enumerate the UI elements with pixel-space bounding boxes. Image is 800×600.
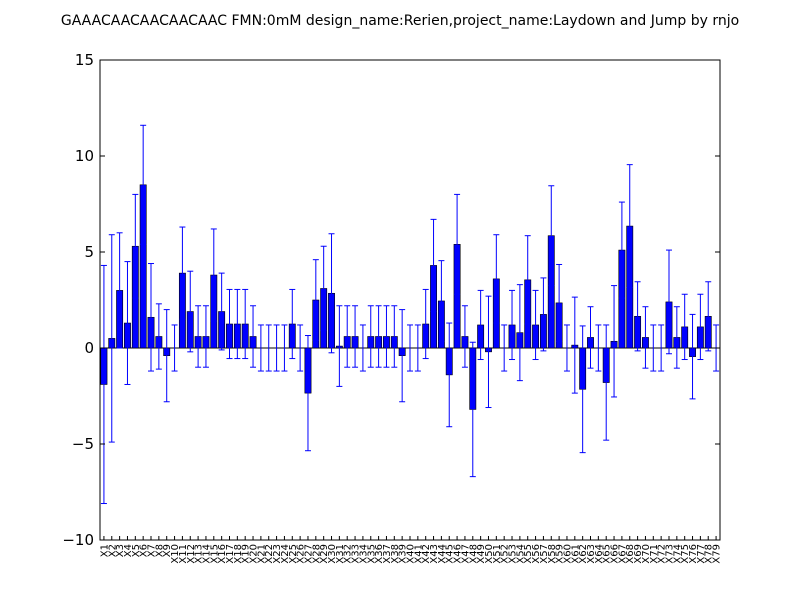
y-tick-label: 5 — [84, 243, 94, 261]
x-tick-label: X51 — [492, 544, 503, 564]
x-tick-label: X59 — [555, 544, 566, 564]
x-tick-label: X22 — [264, 544, 275, 564]
y-tick-label: 10 — [75, 147, 94, 165]
x-tick-label: X73 — [664, 544, 675, 564]
x-tick-label: X11 — [178, 544, 189, 564]
x-tick-label: X41 — [413, 544, 424, 564]
x-tick-label: X13 — [194, 544, 205, 564]
x-tick-label: X69 — [633, 544, 644, 564]
x-tick-label: X67 — [617, 544, 628, 564]
x-tick-label: X6 — [139, 544, 150, 557]
x-tick-label: X33 — [351, 544, 362, 564]
chart-title: GAAACAACAACAACAAC FMN:0mM design_name:Re… — [61, 13, 739, 29]
x-tick-label: X52 — [500, 544, 511, 564]
x-tick-label: X66 — [610, 544, 621, 564]
x-tick-label: X61 — [570, 544, 581, 564]
x-tick-label: X30 — [327, 544, 338, 564]
x-tick-label: X3 — [115, 544, 126, 557]
x-tick-label: X39 — [398, 544, 409, 564]
x-tick-label: X64 — [594, 544, 605, 564]
y-tick-label: −10 — [62, 531, 94, 549]
x-tick-label: X29 — [319, 544, 330, 564]
x-tick-label: X9 — [162, 544, 173, 557]
x-tick-label: X71 — [649, 544, 660, 564]
x-tick-label: X35 — [366, 544, 377, 564]
x-tick-label: X48 — [468, 544, 479, 564]
x-tick-label: X72 — [657, 544, 668, 564]
x-tick-label: X34 — [358, 544, 369, 564]
y-tick-label: −5 — [72, 435, 94, 453]
x-tick-label: X76 — [688, 544, 699, 564]
x-tick-label: X2 — [107, 544, 118, 557]
x-tick-label: X27 — [303, 544, 314, 564]
x-tick-label: X65 — [602, 544, 613, 564]
x-tick-label: X31 — [335, 544, 346, 564]
x-tick-label: X21 — [256, 544, 267, 564]
x-tick-label: X63 — [586, 544, 597, 564]
x-tick-label: X79 — [712, 544, 723, 564]
x-tick-label: X49 — [476, 544, 487, 564]
x-tick-label: X45 — [445, 544, 456, 564]
x-tick-label: X38 — [390, 544, 401, 564]
x-tick-label: X15 — [209, 544, 220, 564]
x-tick-label: X23 — [272, 544, 283, 564]
x-tick-label: X77 — [696, 544, 707, 564]
x-tick-label: X78 — [704, 544, 715, 564]
x-tick-label: X5 — [131, 544, 142, 557]
x-tick-label: X53 — [508, 544, 519, 564]
x-tick-label: X43 — [429, 544, 440, 564]
x-tick-label: X70 — [641, 544, 652, 564]
x-tick-label: X4 — [123, 544, 134, 557]
x-tick-label: X54 — [515, 544, 526, 564]
x-tick-label: X17 — [225, 544, 236, 564]
x-tick-label: X24 — [280, 544, 291, 564]
x-tick-label: X68 — [625, 544, 636, 564]
plot-area — [100, 124, 720, 505]
x-tick-label: X46 — [453, 544, 464, 564]
x-tick-label: X8 — [154, 544, 165, 557]
x-tick-label: X37 — [382, 544, 393, 564]
x-tick-label: X57 — [539, 544, 550, 564]
x-tick-label: X60 — [562, 544, 573, 564]
y-tick-label: 15 — [75, 51, 94, 69]
x-tick-label: X18 — [233, 544, 244, 564]
x-tick-label: X58 — [547, 544, 558, 564]
x-tick-label: X16 — [217, 544, 228, 564]
x-tick-label: X1 — [99, 544, 110, 557]
x-tick-label: X74 — [672, 544, 683, 564]
x-tick-label: X40 — [406, 544, 417, 564]
x-tick-label: X62 — [578, 544, 589, 564]
x-tick-label: X32 — [343, 544, 354, 564]
x-tick-label: X47 — [460, 544, 471, 564]
x-tick-label: X10 — [170, 544, 181, 564]
x-tick-label: X56 — [531, 544, 542, 564]
axes: X1X2X3X4X5X6X7X8X9X10X11X12X13X14X15X16X… — [62, 51, 722, 564]
x-tick-label: X26 — [296, 544, 307, 564]
x-tick-label: X44 — [437, 544, 448, 564]
x-tick-label: X75 — [680, 544, 691, 564]
x-tick-label: X14 — [201, 544, 212, 564]
x-tick-label: X28 — [311, 544, 322, 564]
x-tick-label: X19 — [241, 544, 252, 564]
x-tick-label: X7 — [147, 544, 158, 557]
x-tick-label: X50 — [484, 544, 495, 564]
y-tick-label: 0 — [84, 339, 94, 357]
x-tick-label: X55 — [523, 544, 534, 564]
x-tick-label: X20 — [249, 544, 260, 564]
x-tick-label: X36 — [374, 544, 385, 564]
x-tick-label: X12 — [186, 544, 197, 564]
x-tick-label: X42 — [421, 544, 432, 564]
x-tick-label: X25 — [288, 544, 299, 564]
